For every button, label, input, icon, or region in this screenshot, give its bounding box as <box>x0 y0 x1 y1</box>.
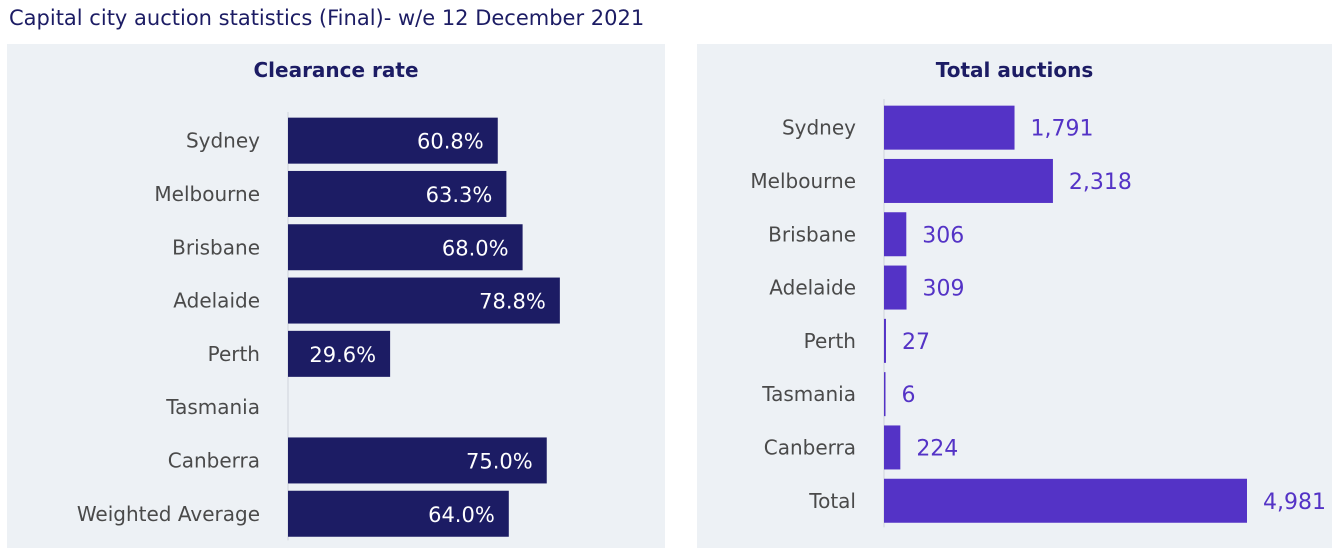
clearance-value-brisbane: 68.0% <box>442 236 509 260</box>
auctions-value-melbourne: 2,318 <box>1069 170 1132 195</box>
auctions-label-perth: Perth <box>804 329 856 353</box>
clearance-rate-chart: Sydney 60.8% Melbourne 63.3% Brisbane 68.0% Ad… <box>77 112 560 541</box>
clearance-label-tasmania: Tasmania <box>165 395 260 419</box>
page-title: Capital city auction statistics (Final)-… <box>9 6 645 30</box>
auctions-bar-brisbane <box>884 212 907 257</box>
auctions-value-total: 4,981 <box>1263 490 1326 515</box>
auctions-value-canberra: 224 <box>916 436 958 461</box>
clearance-value-melbourne: 63.3% <box>426 183 493 207</box>
clearance-value-sydney: 60.8% <box>417 130 484 154</box>
clearance-label-brisbane: Brisbane <box>172 235 260 259</box>
auctions-bar-total <box>884 478 1247 523</box>
clearance-label-adelaide: Adelaide <box>173 289 260 313</box>
clearance-label-canberra: Canberra <box>168 448 260 472</box>
clearance-bar-adelaide <box>288 277 560 324</box>
auctions-bar-canberra <box>884 425 901 470</box>
clearance-value-weighted-average: 64.0% <box>428 503 495 527</box>
auctions-value-brisbane: 306 <box>922 223 964 248</box>
clearance-bar-canberra <box>288 437 547 484</box>
auctions-label-melbourne: Melbourne <box>750 169 856 193</box>
auctions-label-tasmania: Tasmania <box>761 382 856 406</box>
clearance-label-weighted-average: Weighted Average <box>77 502 260 526</box>
clearance-bar-perth <box>288 330 391 377</box>
auctions-value-sydney: 1,791 <box>1031 117 1094 142</box>
clearance-label-melbourne: Melbourne <box>154 182 260 206</box>
clearance-value-perth: 29.6% <box>309 343 376 367</box>
clearance-rate-title: Clearance rate <box>253 58 419 82</box>
clearance-bar-melbourne <box>288 170 507 217</box>
auctions-value-adelaide: 309 <box>923 277 965 302</box>
total-auctions-panel: Total auctions Sydney 1,791 Melbourne 2,318… <box>697 44 1332 548</box>
auctions-label-brisbane: Brisbane <box>768 222 856 246</box>
total-auctions-title: Total auctions <box>935 58 1094 82</box>
clearance-value-adelaide: 78.8% <box>479 290 546 314</box>
auctions-label-adelaide: Adelaide <box>769 276 856 300</box>
clearance-rate-panel: Clearance rate Sydney 60.8% Melbourne 63.3%… <box>7 44 665 548</box>
clearance-bar-brisbane <box>288 224 523 271</box>
auctions-bar-adelaide <box>884 265 907 310</box>
auctions-bar-perth <box>884 318 886 363</box>
auctions-bar-melbourne <box>884 158 1053 203</box>
auctions-bar-tasmania <box>884 372 886 417</box>
clearance-value-canberra: 75.0% <box>466 449 533 473</box>
clearance-label-perth: Perth <box>208 342 260 366</box>
auctions-bar-sydney <box>884 105 1015 150</box>
auctions-label-sydney: Sydney <box>782 116 856 140</box>
clearance-bar-weighted-average <box>288 490 509 537</box>
auctions-value-tasmania: 6 <box>902 383 916 408</box>
total-auctions-chart: Sydney 1,791 Melbourne 2,318 Brisbane 306 Adel… <box>750 99 1326 528</box>
auctions-value-perth: 27 <box>902 330 930 355</box>
clearance-label-sydney: Sydney <box>186 129 260 153</box>
auctions-label-canberra: Canberra <box>764 435 856 459</box>
auctions-label-total: Total <box>808 489 856 513</box>
clearance-bar-sydney <box>288 117 498 164</box>
